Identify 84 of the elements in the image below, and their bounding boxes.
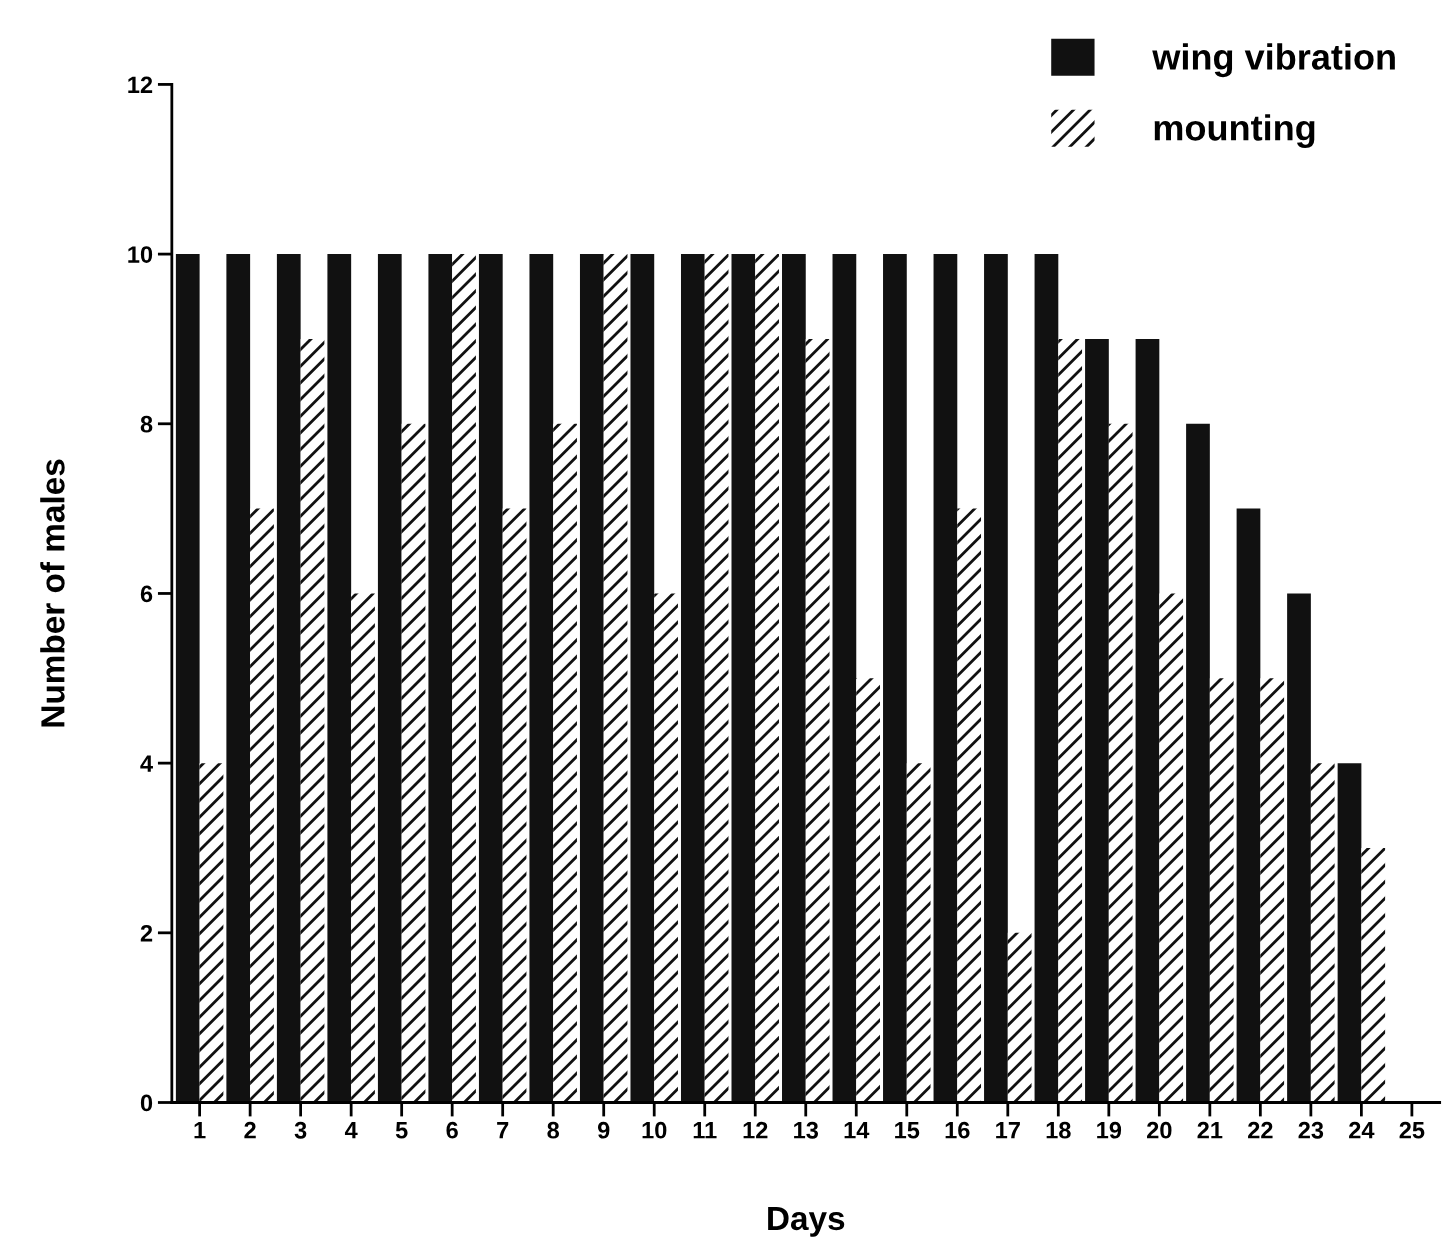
bar bbox=[351, 593, 375, 1103]
y-tick-label: 6 bbox=[140, 585, 153, 603]
x-tick-label: 7 bbox=[497, 1122, 509, 1139]
bar bbox=[782, 254, 806, 1103]
bar bbox=[300, 338, 325, 1103]
x-tick-label: 18 bbox=[1046, 1121, 1071, 1139]
bar bbox=[933, 254, 958, 1103]
x-tick-label: 10 bbox=[642, 1121, 667, 1139]
bar bbox=[1209, 678, 1234, 1103]
x-tick-label: 22 bbox=[1248, 1121, 1273, 1139]
bar bbox=[199, 763, 224, 1103]
bar bbox=[401, 423, 426, 1103]
bar bbox=[731, 254, 756, 1103]
bar bbox=[1159, 593, 1184, 1103]
x-tick-label: 13 bbox=[794, 1121, 819, 1139]
bar bbox=[805, 338, 830, 1103]
bar bbox=[377, 254, 402, 1103]
bar bbox=[883, 254, 907, 1103]
bar bbox=[250, 508, 274, 1103]
bar bbox=[957, 508, 982, 1103]
bar bbox=[755, 254, 779, 1103]
x-tick-label: 4 bbox=[344, 1122, 358, 1139]
bar bbox=[1361, 847, 1386, 1103]
x-tick-label: 20 bbox=[1147, 1121, 1172, 1139]
x-tick-label: 8 bbox=[547, 1121, 560, 1139]
bar bbox=[327, 254, 352, 1103]
bar bbox=[226, 254, 251, 1103]
x-tick-label: 6 bbox=[446, 1121, 458, 1139]
legend-label: wing vibration bbox=[1152, 43, 1395, 78]
bar bbox=[276, 254, 301, 1103]
bar bbox=[1186, 423, 1210, 1103]
x-tick-label: 2 bbox=[244, 1121, 256, 1139]
bar bbox=[1108, 423, 1133, 1103]
bar bbox=[654, 593, 678, 1103]
bar bbox=[1034, 254, 1059, 1103]
bar bbox=[1058, 338, 1083, 1103]
bar bbox=[428, 254, 453, 1103]
y-axis-title: Number of males bbox=[40, 459, 65, 727]
bar bbox=[175, 254, 200, 1103]
x-tick-label: 3 bbox=[294, 1121, 307, 1139]
bar bbox=[1236, 508, 1261, 1103]
x-tick-label: 14 bbox=[844, 1122, 870, 1139]
x-tick-label: 16 bbox=[945, 1121, 970, 1139]
x-tick-label: 9 bbox=[597, 1121, 610, 1139]
bar bbox=[856, 678, 880, 1103]
bar bbox=[1260, 678, 1285, 1103]
bar bbox=[1310, 763, 1335, 1103]
y-tick-label: 0 bbox=[140, 1094, 153, 1112]
x-tick-label: 24 bbox=[1349, 1121, 1375, 1139]
x-tick-label: 17 bbox=[996, 1122, 1020, 1139]
x-tick-label: 19 bbox=[1097, 1121, 1122, 1139]
x-tick-label: 23 bbox=[1298, 1121, 1324, 1139]
bar bbox=[452, 254, 476, 1103]
bar bbox=[478, 254, 503, 1103]
y-tick-label: 10 bbox=[128, 246, 153, 263]
bar bbox=[984, 254, 1008, 1103]
bar bbox=[529, 254, 554, 1103]
bar bbox=[1287, 593, 1311, 1103]
y-tick-label: 8 bbox=[140, 415, 153, 433]
x-tick-label: 5 bbox=[395, 1122, 408, 1139]
x-tick-label: 11 bbox=[693, 1122, 717, 1139]
y-tick-label: 4 bbox=[140, 755, 153, 772]
x-tick-label: 25 bbox=[1399, 1121, 1425, 1139]
y-tick-label: 2 bbox=[140, 924, 153, 942]
bar bbox=[680, 254, 705, 1103]
bar bbox=[630, 254, 655, 1103]
bar bbox=[603, 254, 628, 1103]
bar bbox=[1135, 338, 1160, 1103]
y-tick-label: 12 bbox=[128, 76, 153, 93]
x-axis-title: Days bbox=[768, 1206, 845, 1237]
bar bbox=[1085, 338, 1109, 1103]
bar bbox=[906, 763, 931, 1103]
bar bbox=[704, 254, 729, 1103]
x-tick-label: 15 bbox=[895, 1122, 920, 1139]
bar bbox=[553, 423, 577, 1103]
x-tick-label: 21 bbox=[1197, 1121, 1223, 1139]
bar bbox=[502, 508, 527, 1103]
x-tick-label: 12 bbox=[743, 1121, 768, 1139]
bar bbox=[579, 254, 604, 1103]
bar bbox=[832, 254, 857, 1103]
bar bbox=[1007, 932, 1032, 1103]
bar bbox=[1337, 763, 1362, 1103]
legend-label: mounting bbox=[1154, 114, 1315, 148]
x-tick-label: 1 bbox=[194, 1122, 206, 1139]
